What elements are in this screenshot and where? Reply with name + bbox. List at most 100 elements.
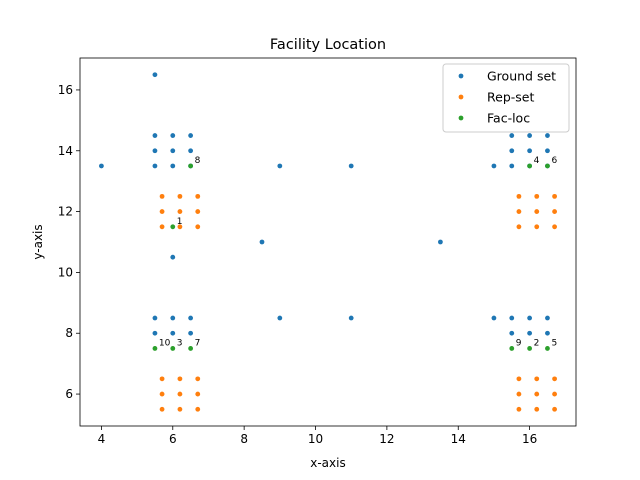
data-point	[195, 406, 201, 412]
data-point	[438, 239, 443, 245]
data-point	[348, 315, 354, 321]
data-point	[170, 315, 176, 321]
data-point	[195, 193, 201, 199]
data-point	[534, 406, 540, 412]
data-point	[177, 224, 183, 230]
legend-box	[442, 63, 570, 133]
data-point	[177, 406, 183, 412]
chart-title: Facility Location	[270, 37, 386, 53]
annotations-layer: 1 2 3 4 5 6 7 8 9 10	[159, 156, 558, 348]
data-point	[259, 239, 265, 245]
point-annotation: 9	[516, 338, 522, 348]
data-point	[545, 133, 550, 138]
data-point	[152, 72, 158, 78]
x-ticks: 4 6 8 10 12 14 16	[98, 426, 537, 446]
data-point	[552, 209, 557, 214]
data-point	[170, 330, 176, 336]
data-point	[509, 315, 515, 321]
data-point	[552, 193, 557, 199]
legend-label: Rep-set	[487, 90, 534, 105]
y-tick-label: 14	[58, 144, 73, 158]
data-point	[527, 133, 533, 138]
data-point	[545, 346, 550, 351]
data-point	[152, 163, 158, 169]
x-axis-label: x-axis	[310, 456, 345, 470]
data-point	[527, 163, 533, 169]
legend: Ground set Rep-set Fac-loc	[442, 63, 570, 133]
data-point	[152, 148, 158, 154]
data-point	[188, 163, 194, 169]
data-point	[552, 224, 557, 230]
legend-label: Fac-loc	[487, 111, 530, 126]
data-point	[170, 224, 176, 230]
y-tick-label: 10	[58, 265, 73, 279]
legend-label: Ground set	[487, 69, 556, 84]
x-tick-label: 10	[308, 432, 323, 446]
data-point	[159, 209, 165, 214]
data-point	[545, 315, 550, 321]
data-point	[188, 133, 194, 138]
data-point	[516, 224, 522, 230]
point-annotation: 5	[551, 338, 557, 348]
data-point	[170, 346, 176, 351]
y-axis-label: y-axis	[31, 224, 45, 259]
data-point	[348, 163, 354, 169]
data-point	[159, 391, 165, 397]
data-point	[277, 163, 283, 169]
data-point	[170, 148, 176, 154]
data-point	[159, 224, 165, 230]
data-point	[152, 346, 158, 351]
data-point	[509, 148, 515, 154]
data-point	[509, 133, 515, 138]
point-annotation: 3	[177, 338, 183, 348]
data-point	[527, 315, 533, 321]
point-annotation: 6	[551, 156, 557, 166]
data-point	[534, 209, 540, 214]
data-point	[516, 193, 522, 199]
y-tick-label: 12	[58, 205, 73, 219]
data-point	[177, 193, 183, 199]
data-point	[552, 376, 557, 382]
data-point	[509, 346, 515, 351]
data-point	[170, 254, 176, 260]
series-fac-loc	[152, 163, 550, 351]
data-point	[534, 193, 540, 199]
data-point	[491, 315, 497, 321]
data-point	[552, 406, 557, 412]
data-point	[99, 163, 104, 169]
series-rep-set	[159, 193, 557, 412]
point-annotation: 4	[534, 156, 540, 166]
data-point	[159, 376, 165, 382]
data-point	[188, 346, 194, 351]
point-annotation: 2	[534, 338, 540, 348]
data-point	[516, 406, 522, 412]
data-point	[195, 209, 201, 214]
x-tick-label: 6	[169, 432, 177, 446]
legend-marker	[458, 94, 464, 100]
data-point	[177, 376, 183, 382]
data-point	[177, 391, 183, 397]
data-point	[195, 224, 201, 230]
data-point	[534, 224, 540, 230]
data-point	[534, 391, 540, 397]
data-point	[195, 391, 201, 397]
data-point	[152, 133, 158, 138]
data-point	[545, 163, 550, 169]
data-point	[527, 330, 533, 336]
data-point	[552, 391, 557, 397]
data-point	[177, 209, 183, 214]
data-point	[188, 330, 194, 336]
data-point	[545, 330, 550, 336]
data-point	[516, 209, 522, 214]
data-point	[159, 406, 165, 412]
data-point	[170, 133, 176, 138]
data-point	[509, 330, 515, 336]
data-point	[527, 148, 533, 154]
x-tick-label: 16	[522, 432, 537, 446]
data-point	[152, 315, 158, 321]
point-annotation: 1	[177, 217, 183, 227]
data-point	[545, 148, 550, 154]
y-tick-label: 6	[65, 387, 73, 401]
data-point	[170, 163, 176, 169]
